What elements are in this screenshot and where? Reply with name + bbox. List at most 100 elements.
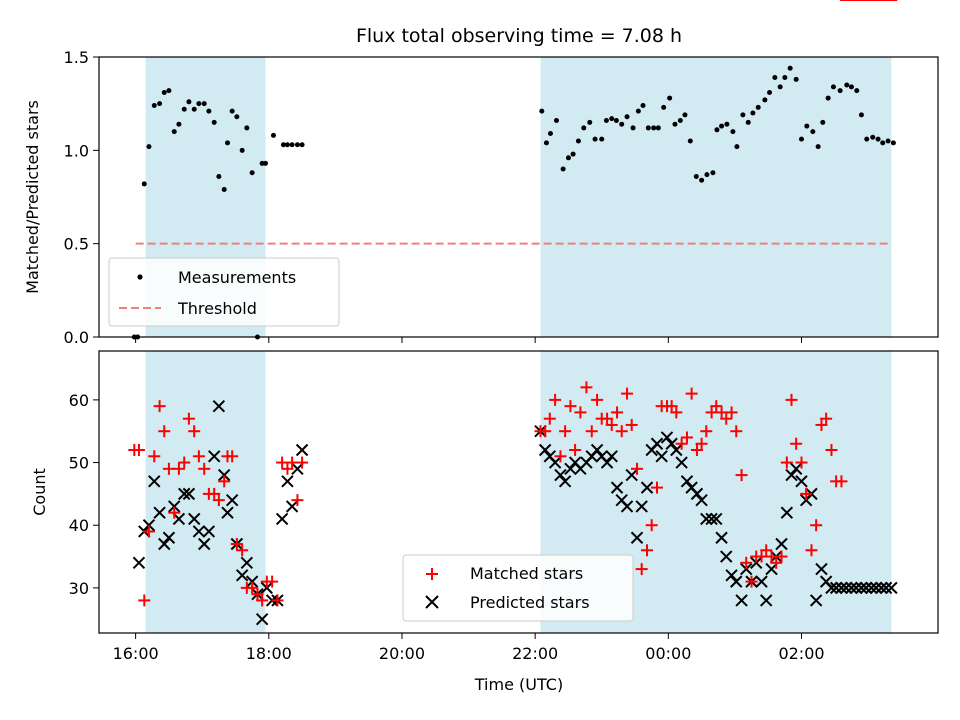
- measurement-point: [640, 103, 646, 109]
- matched-point: [685, 387, 698, 400]
- measurement-point: [299, 142, 305, 148]
- predicted-point-stroke: [755, 575, 768, 588]
- predicted-point-stroke: [260, 581, 274, 595]
- measurement-point: [161, 89, 167, 95]
- predicted-point: [655, 450, 668, 463]
- measurement-point: [270, 132, 276, 138]
- predicted-point-stroke: [635, 500, 648, 513]
- y-tick-label: 0.5: [64, 235, 89, 254]
- matched-point: [725, 406, 738, 419]
- measurement-point: [699, 177, 705, 183]
- matched-point: [745, 575, 758, 588]
- predicted-point-stroke: [710, 512, 723, 526]
- predicted-point-stroke: [685, 481, 698, 494]
- matched-point: [641, 544, 654, 557]
- predicted-point-stroke: [640, 481, 654, 494]
- predicted-point-stroke: [192, 525, 206, 538]
- predicted-point-stroke: [875, 581, 888, 595]
- matched-point: [142, 525, 155, 538]
- x-axis-label: Time (UTC): [474, 675, 563, 694]
- matched-point: [615, 425, 628, 438]
- measurement-point: [885, 138, 891, 144]
- matched-point: [601, 412, 614, 425]
- predicted-point: [660, 431, 674, 444]
- predicted-point-stroke: [564, 462, 577, 476]
- predicted-point-stroke: [158, 537, 171, 551]
- predicted-point-stroke: [865, 581, 878, 595]
- predicted-point: [630, 531, 644, 544]
- matched-point: [182, 412, 195, 425]
- predicted-point-stroke: [700, 512, 713, 526]
- measurement-point: [249, 170, 255, 176]
- measurement-point: [157, 101, 163, 107]
- predicted-point-stroke: [568, 456, 582, 469]
- predicted-point-stroke: [202, 525, 216, 538]
- measurement-point: [630, 125, 636, 131]
- predicted-point: [221, 506, 234, 519]
- matched-point: [246, 581, 259, 594]
- measurement-point: [762, 97, 768, 103]
- predicted-point-stroke: [625, 468, 638, 482]
- measurement-point: [875, 136, 881, 142]
- predicted-point: [725, 569, 738, 582]
- measurement-point: [206, 108, 212, 114]
- matched-point: [680, 431, 693, 444]
- measurement-point: [825, 95, 831, 101]
- matched-point: [621, 387, 634, 400]
- measurement-point: [837, 88, 843, 94]
- predicted-point-stroke: [815, 562, 828, 576]
- matched-point: [554, 450, 567, 463]
- measurement-point: [539, 108, 545, 114]
- matched-point: [574, 406, 587, 419]
- predicted-point: [839, 581, 853, 595]
- count-panel-y-ticks: 30 40 50 60: [69, 391, 99, 598]
- predicted-point: [142, 519, 156, 532]
- predicted-point: [153, 506, 166, 519]
- matched-point: [266, 575, 279, 588]
- matched-point: [226, 450, 239, 463]
- predicted-point-stroke: [660, 431, 674, 444]
- predicted-point-stroke: [225, 493, 239, 507]
- predicted-point: [780, 506, 794, 519]
- x-tick-label: 16:00: [113, 644, 159, 663]
- y-tick-label: 1.0: [64, 141, 89, 160]
- legend-predicted-marker: [425, 595, 439, 609]
- predicted-point-stroke: [695, 493, 708, 507]
- legend-box: [108, 257, 340, 327]
- predicted-point-stroke: [538, 443, 552, 457]
- predicted-point: [610, 481, 624, 494]
- predicted-point: [275, 512, 289, 526]
- matched-point: [835, 475, 848, 488]
- predicted-point: [700, 512, 713, 526]
- predicted-point-stroke: [730, 575, 743, 588]
- predicted-point-stroke: [680, 475, 694, 488]
- measurement-point: [191, 106, 197, 112]
- measurement-point: [655, 125, 661, 131]
- matched-point: [138, 594, 151, 607]
- measurement-point: [234, 114, 240, 120]
- measurement-point: [216, 173, 222, 179]
- predicted-point-stroke: [245, 575, 259, 588]
- predicted-point: [202, 525, 216, 538]
- predicted-point: [192, 525, 206, 538]
- predicted-point: [730, 575, 743, 588]
- predicted-point: [865, 581, 878, 595]
- predicted-point-stroke: [255, 613, 269, 626]
- measurement-point: [651, 125, 657, 131]
- measurement-point: [587, 119, 593, 125]
- predicted-point-stroke: [235, 569, 249, 582]
- predicted-point-stroke: [132, 556, 146, 570]
- predicted-point-stroke: [548, 456, 562, 469]
- predicted-point: [829, 581, 843, 595]
- matched-point: [805, 544, 818, 557]
- measurement-point: [693, 173, 699, 179]
- predicted-point: [690, 487, 704, 501]
- predicted-point: [759, 594, 773, 607]
- predicted-point: [295, 443, 309, 457]
- predicted-point-stroke: [295, 443, 309, 457]
- predicted-point-stroke: [675, 456, 688, 469]
- matched-point: [208, 487, 221, 500]
- measurement-point: [782, 75, 788, 81]
- predicted-point: [750, 556, 763, 570]
- y-tick-label: 50: [69, 454, 89, 473]
